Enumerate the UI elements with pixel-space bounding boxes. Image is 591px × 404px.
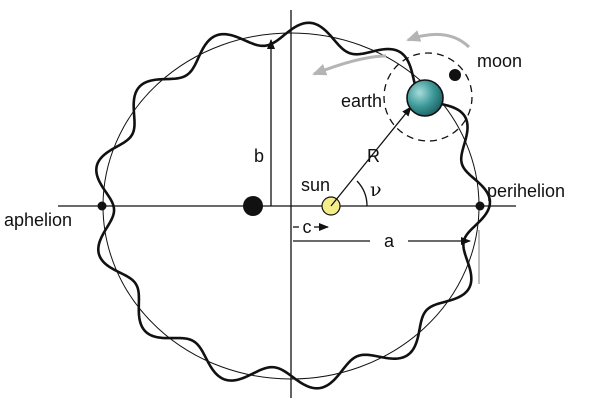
moon-label: moon [477,51,522,71]
moon-dot [449,69,461,81]
aphelion-label: aphelion [4,210,72,230]
sun-label: sun [301,175,330,195]
earth-wavy-path [95,21,492,390]
moon-orbit-dashed [383,52,473,142]
empty-focus-dot [243,196,263,216]
perihelion-label: perihelion [487,181,565,201]
a-label: a [384,231,395,251]
moon-motion-arrow [406,30,471,49]
perihelion-dot [475,201,485,211]
true-anomaly-arc [356,180,368,207]
r-label: R [367,146,380,166]
aphelion-dot [97,201,107,211]
b-label: b [254,146,264,166]
c-label: c [303,217,312,237]
earth-motion-arrow [312,54,387,76]
earth-sphere [406,79,444,117]
nu-label: ν [370,179,382,201]
radius-vector [330,106,412,207]
earth-label: earth [341,91,382,111]
